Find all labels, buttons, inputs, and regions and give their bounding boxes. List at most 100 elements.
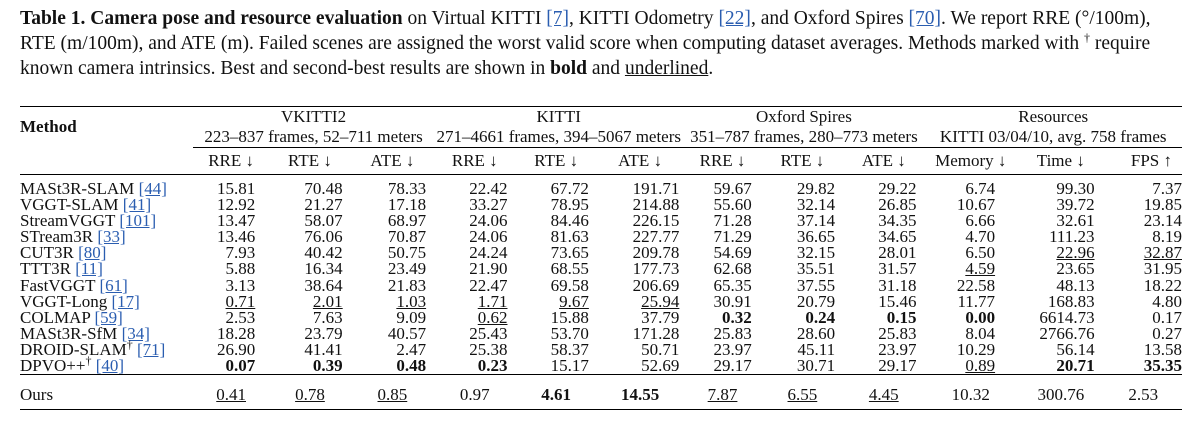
caption-text-5: require known camera intrinsics. Best an…: [20, 33, 1151, 79]
table-cell: 34.35: [878, 211, 917, 231]
citation-link[interactable]: [7]: [546, 8, 569, 29]
metric-header: RRE ↓: [699, 151, 746, 170]
table-cell: 5.88: [225, 259, 256, 279]
table-cell: 10.29: [956, 339, 996, 359]
table-cell: 81.63: [550, 227, 589, 247]
table-row: FastVGGT [61] 3.13 38.64 21.83 22.47 69.58 206…: [20, 275, 1182, 295]
table-cell: 25.94: [641, 291, 680, 311]
citation-link[interactable]: [80]: [78, 243, 107, 263]
dagger-mark: †: [85, 353, 92, 368]
table-cell: 0.97: [434, 381, 516, 411]
table-cell: 0.15: [886, 307, 917, 327]
table-cell: 21.90: [469, 259, 508, 279]
group-name-kitti: KITTI: [434, 106, 684, 127]
table-cell: 0.62: [477, 307, 508, 327]
citation-link[interactable]: [34]: [121, 323, 150, 343]
method-name: DPVO++† [40]: [20, 353, 125, 376]
table-cell: 41.41: [304, 339, 343, 359]
group-name-vkitti2: VKITTI2: [192, 106, 435, 127]
table-cell: 28.60: [796, 323, 836, 343]
caption-text-6: and: [587, 58, 625, 79]
table-cell: 0.71: [225, 291, 256, 311]
table-cell: 32.14: [796, 195, 836, 215]
table-cell: 70.48: [304, 179, 343, 198]
table-cell: 2.53: [225, 307, 256, 327]
citation-link[interactable]: [101]: [119, 211, 157, 231]
table-cell: 18.28: [217, 323, 256, 343]
table-cell: 6.74: [965, 179, 996, 198]
caption-text-4: . We report RRE (°/100m), RTE (m/100m), …: [20, 8, 1151, 54]
table-cell: 0.00: [965, 307, 996, 327]
table-cell: 2.47: [396, 339, 427, 359]
metric-header: Time ↓: [1036, 151, 1085, 170]
metric-header: Memory ↓: [935, 151, 1007, 170]
citation-link[interactable]: [61]: [99, 275, 128, 295]
table-row: VGGT-SLAM [41] 12.92 21.27 17.18 33.27 78.95 2…: [20, 195, 1182, 215]
table-cell: 24.06: [469, 211, 508, 231]
dagger-mark: †: [1084, 30, 1091, 45]
citation-link[interactable]: [71]: [136, 339, 166, 359]
table-cell: 7.87: [683, 381, 762, 411]
group-desc-oxford: 351–787 frames, 280–773 meters: [683, 127, 925, 148]
citation-link[interactable]: [70]: [908, 8, 942, 29]
metric-header: RTE ↓: [534, 151, 579, 170]
table-cell: 23.97: [878, 339, 917, 359]
table-cell: 191.71: [632, 179, 680, 198]
table-cell: 68.55: [550, 259, 589, 279]
method-name: Ours: [20, 381, 193, 411]
citation-link[interactable]: [59]: [94, 307, 123, 327]
table-row: STream3R [33] 13.46 76.06 70.87 24.06 81.63 22…: [20, 227, 1182, 247]
caption-text-7: .: [708, 58, 714, 79]
caption-text-3: , and Oxford Spires: [750, 8, 909, 29]
table-cell: 53.70: [550, 323, 589, 343]
table-cell: 67.72: [550, 179, 589, 198]
table-cell: 177.73: [632, 259, 680, 279]
citation-link[interactable]: [44]: [138, 179, 167, 198]
method-name: VGGT-SLAM [41]: [20, 195, 152, 215]
citation-link[interactable]: [41]: [122, 195, 152, 215]
table-cell: 37.55: [796, 275, 836, 295]
table-cell: 13.46: [217, 227, 256, 247]
method-name: COLMAP [59]: [20, 307, 123, 327]
citation-link[interactable]: [17]: [111, 291, 140, 311]
table-cell: 15.46: [878, 291, 917, 311]
table-row: MASt3R-SLAM [44] 15.81 70.48 78.33 22.42 67.7…: [20, 179, 1182, 198]
table-cell: 226.15: [632, 211, 680, 231]
caption-title: Camera pose and resource evaluation: [90, 8, 403, 29]
caption-label: Table 1.: [20, 8, 86, 29]
table-cell: 19.85: [1143, 195, 1182, 215]
table-cell: 206.69: [632, 275, 680, 295]
table-cell: 0.41: [192, 381, 270, 411]
results-body: MASt3R-SLAM [44] 15.81 70.48 78.33 22.42 67.7…: [20, 179, 1182, 376]
table-cell: 4.59: [965, 259, 996, 279]
table-cell: 37.14: [796, 211, 836, 231]
table-cell: 39.72: [1056, 195, 1095, 215]
table-cell: 6.50: [965, 243, 996, 263]
table-cell: 35.35: [1143, 356, 1182, 376]
table-cell: 68.97: [387, 211, 427, 231]
table-cell: 300.76: [1017, 381, 1105, 411]
citation-link[interactable]: [22]: [718, 8, 751, 29]
citation-link[interactable]: [33]: [97, 227, 126, 247]
table-cell: 2.01: [312, 291, 343, 311]
table-cell: 30.71: [796, 356, 836, 376]
table-cell: 29.22: [878, 179, 917, 198]
table-cell: 0.89: [965, 356, 996, 376]
method-name: CUT3R [80]: [20, 243, 107, 263]
table-row: VGGT-Long [17] 0.71 2.01 1.03 1.71 9.67 25.94 3…: [20, 291, 1182, 311]
caption-underlined-word: underlined: [624, 58, 709, 79]
table-row: StreamVGGT [101] 13.47 58.07 68.97 24.06 84.4…: [20, 211, 1182, 231]
table-cell: 24.24: [469, 243, 508, 263]
table-cell: 15.81: [217, 179, 256, 198]
table-cell: 13.58: [1143, 339, 1182, 359]
citation-link[interactable]: [40]: [95, 356, 125, 376]
table-cell: 25.83: [713, 323, 752, 343]
citation-link[interactable]: [11]: [75, 259, 103, 279]
table-cell: 23.49: [387, 259, 427, 279]
method-name: DROID-SLAM† [71]: [20, 337, 166, 359]
table-cell: 12.92: [217, 195, 256, 215]
table-cell: 24.06: [469, 227, 508, 247]
table-cell: 69.58: [550, 275, 589, 295]
table-cell: 30.91: [713, 291, 752, 311]
table-cell: 18.22: [1143, 275, 1182, 295]
